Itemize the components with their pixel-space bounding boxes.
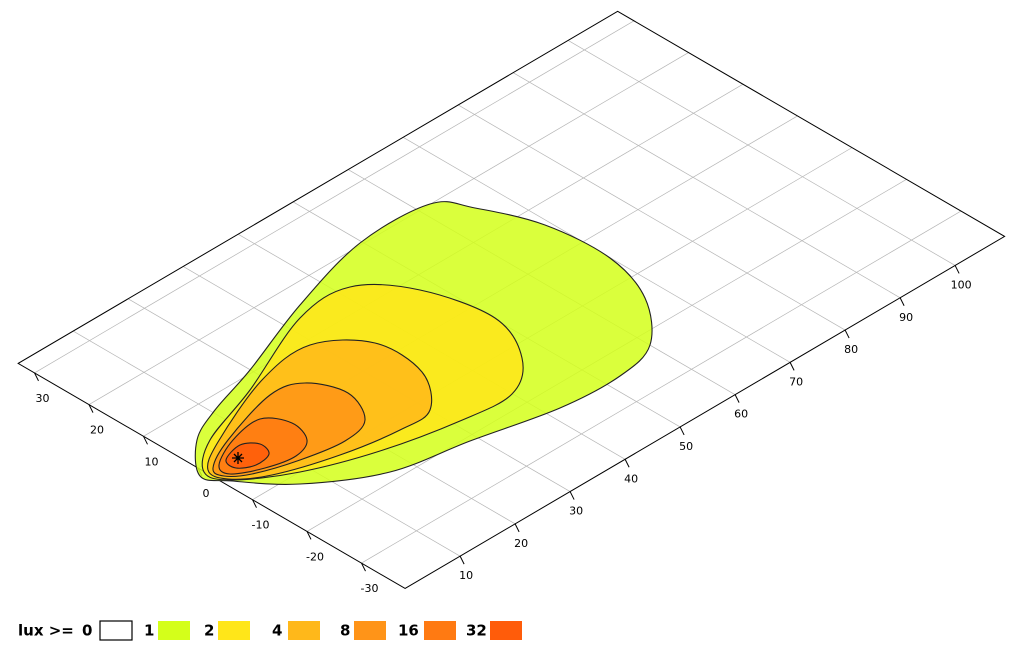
legend-label: 16: [398, 622, 419, 640]
legend-label: 1: [144, 622, 154, 640]
y-tick-label: 10: [145, 455, 159, 468]
x-tick-label: 80: [844, 343, 858, 356]
y-tick-label: 0: [203, 487, 210, 500]
y-tick-label: -30: [361, 582, 379, 595]
legend-swatch: [424, 621, 456, 640]
x-tick: [459, 555, 465, 565]
x-tick-label: 30: [569, 505, 583, 518]
x-tick-label: 90: [899, 311, 913, 324]
x-tick: [569, 491, 575, 500]
legend-swatch: [99, 620, 133, 641]
grid-line: [457, 104, 846, 331]
plane-border: [17, 10, 1006, 590]
y-tick: [252, 499, 257, 508]
grid-line: [34, 20, 635, 374]
y-tick: [143, 436, 148, 445]
x-tick: [844, 329, 850, 339]
x-tick-label: 10: [459, 569, 473, 582]
x-tick-label: 20: [514, 537, 528, 550]
legend-label: 4: [272, 622, 282, 640]
legend-label: 2: [204, 622, 214, 640]
legend-swatch: [354, 621, 386, 640]
legend-label: 32: [466, 622, 487, 640]
y-tick-label: -20: [306, 550, 324, 563]
x-tick-label: 60: [734, 408, 748, 421]
x-tick: [954, 265, 960, 274]
y-tick: [306, 531, 312, 540]
x-tick: [899, 297, 905, 306]
y-tick-label: 30: [36, 392, 50, 405]
legend-label: 8: [340, 622, 350, 640]
y-tick-label: -10: [252, 519, 270, 532]
x-tick-label: 100: [951, 278, 972, 291]
x-tick-label: 40: [624, 472, 638, 485]
grid-line: [567, 40, 956, 266]
contour-region: [225, 442, 270, 469]
x-tick: [514, 523, 520, 533]
grid-line: [361, 210, 962, 564]
y-tick-label: 20: [90, 424, 104, 437]
x-tick-label: 50: [679, 440, 693, 453]
y-tick: [34, 372, 39, 382]
grid-line: [512, 72, 901, 299]
legend-swatch: [158, 621, 190, 640]
x-tick: [679, 426, 685, 436]
x-tick: [624, 459, 630, 468]
x-tick: [734, 394, 740, 403]
legend-title: lux >=: [18, 622, 74, 640]
legend-label: 0: [82, 622, 92, 640]
legend-swatch: [490, 621, 522, 640]
x-tick-label: 70: [789, 375, 803, 388]
x-tick: [789, 362, 795, 371]
luminaire-marker: [232, 452, 244, 464]
y-tick: [361, 562, 366, 572]
legend-swatch: [288, 621, 320, 640]
y-tick: [88, 404, 94, 413]
legend-swatch: [218, 621, 250, 640]
